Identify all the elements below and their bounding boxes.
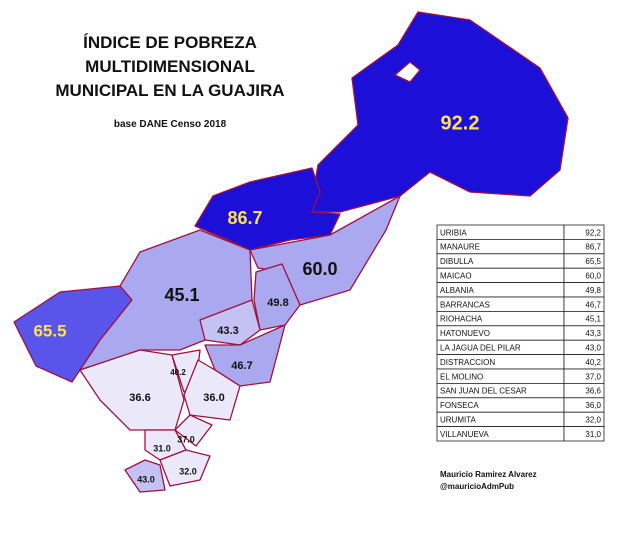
index-value: 43,3	[585, 329, 601, 338]
region-value: 43.0	[137, 474, 155, 484]
region-value: 37.0	[177, 434, 195, 444]
index-value: 65,5	[585, 257, 601, 266]
credit: Mauricio Ramirez Alvarez	[440, 470, 537, 479]
municipality: DIBULLA	[440, 257, 474, 266]
fonseca	[183, 359, 241, 421]
municipality: SAN JUAN DEL CESAR	[440, 387, 527, 396]
map	[13, 11, 569, 493]
municipality: URIBIA	[440, 228, 467, 237]
region-value: 40.2	[170, 368, 186, 377]
region-value: 46.7	[231, 360, 252, 372]
region-value: 32.0	[179, 466, 197, 476]
index-value: 36,6	[585, 387, 601, 396]
title-line: MULTIDIMENSIONAL	[85, 57, 255, 76]
region-value: 36.6	[129, 392, 150, 404]
index-value: 60,0	[585, 272, 601, 281]
municipality: EL MOLINO	[440, 372, 483, 381]
title-line: ÍNDICE DE POBREZA	[83, 33, 257, 52]
title-line: MUNICIPAL EN LA GUAJIRA	[55, 81, 284, 100]
island	[394, 61, 421, 83]
index-value: 92,2	[585, 228, 601, 237]
region-value: 65.5	[33, 321, 66, 340]
region-value: 43.3	[217, 325, 238, 337]
index-value: 46,7	[585, 300, 601, 309]
uribia	[309, 11, 569, 213]
region-value: 45.1	[164, 285, 199, 305]
hatonuevo	[199, 299, 261, 346]
san-juan	[79, 349, 185, 431]
municipality: BARRANCAS	[440, 300, 490, 309]
index-value: 45,1	[585, 315, 601, 324]
index-value: 32,0	[585, 416, 601, 425]
region-value: 60.0	[302, 259, 337, 279]
urumita	[159, 449, 211, 487]
region-value: 31.0	[153, 443, 171, 453]
municipality: RIOHACHA	[440, 315, 483, 324]
municipality: MAICAO	[440, 272, 472, 281]
credit: @mauricioAdmPub	[440, 482, 514, 491]
region-value: 36.0	[203, 392, 224, 404]
municipality: HATONUEVO	[440, 329, 490, 338]
la-jagua	[124, 459, 166, 493]
subtitle: base DANE Censo 2018	[114, 119, 227, 130]
index-value: 31,0	[585, 430, 601, 439]
municipality: ALBANIA	[440, 286, 474, 295]
municipality: FONSECA	[440, 401, 479, 410]
municipality: LA JAGUA DEL PILAR	[440, 344, 521, 353]
index-value: 49,8	[585, 286, 601, 295]
municipality: DISTRACCION	[440, 358, 495, 367]
region-value: 49.8	[267, 297, 288, 309]
index-value: 37,0	[585, 372, 601, 381]
region-value: 92.2	[441, 112, 480, 134]
municipality: MANAURE	[440, 243, 480, 252]
index-value: 36,0	[585, 401, 601, 410]
index-value: 40,2	[585, 358, 601, 367]
table-cell	[563, 426, 605, 442]
index-value: 86,7	[585, 243, 601, 252]
region-value: 86.7	[227, 208, 262, 228]
municipality: URUMITA	[440, 416, 477, 425]
el-molino	[174, 414, 213, 447]
index-value: 43,0	[585, 344, 601, 353]
municipality: VILLANUEVA	[440, 430, 489, 439]
